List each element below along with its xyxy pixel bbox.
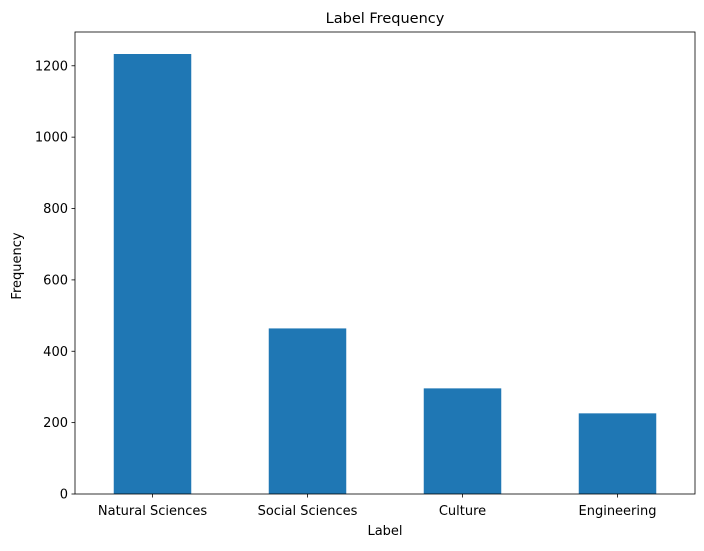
x-tick-label: Natural Sciences <box>98 504 207 519</box>
x-axis: Natural Sciences Social Sciences Culture En… <box>98 494 657 519</box>
x-tick-label: Social Sciences <box>258 504 358 519</box>
y-tick-label: 0 <box>60 488 68 503</box>
bar-natural-sciences <box>113 54 192 494</box>
x-tick-label: Engineering <box>579 504 657 519</box>
bar-culture <box>423 388 502 494</box>
plot-frame <box>74 31 696 495</box>
chart-title: Label Frequency <box>326 11 445 27</box>
y-tick-label: 1000 <box>35 131 68 146</box>
x-axis-label: Label <box>367 524 402 539</box>
plot-area <box>74 31 696 495</box>
y-axis: 0 200 400 600 800 1000 1200 <box>35 59 75 503</box>
y-tick-label: 200 <box>43 416 68 431</box>
x-tick-label: Culture <box>439 504 486 519</box>
y-tick-label: 1200 <box>35 59 68 74</box>
y-tick-label: 400 <box>43 345 68 360</box>
bar-engineering <box>578 413 657 494</box>
y-tick-label: 600 <box>43 273 68 288</box>
y-tick-label: 800 <box>43 202 68 217</box>
bar-social-sciences <box>268 328 347 494</box>
y-axis-label: Frequency <box>10 232 25 299</box>
